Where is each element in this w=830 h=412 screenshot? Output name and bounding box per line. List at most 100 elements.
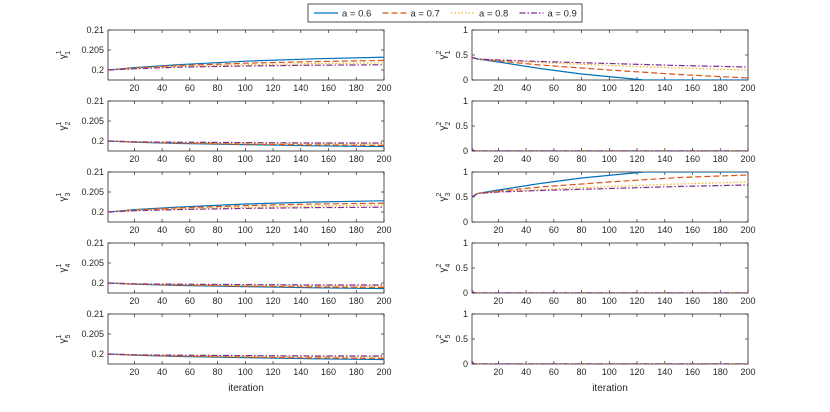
- subplot-g2_3: 20 40 60 80 100 120 140 160 180 200 0 0.5 1 γ2 3: [436, 167, 756, 235]
- series-line-g2_3-4: [472, 184, 748, 198]
- y-tick-label: 0: [463, 359, 468, 369]
- y-label-base: γ: [438, 196, 449, 201]
- series-line-g1_1-3: [108, 62, 384, 71]
- subplot-g2_2: 20 40 60 80 100 120 140 160 180 200 0 0.5 1 γ2 2: [436, 96, 756, 164]
- x-tick-label: 160: [685, 225, 700, 235]
- y-label-base: γ: [438, 267, 449, 272]
- x-tick-label: 20: [129, 296, 139, 306]
- x-tick-label: 140: [293, 154, 308, 164]
- y-tick-label: 0.205: [81, 258, 104, 268]
- series-line-g2_1-3: [472, 56, 748, 71]
- axes-box-g2_1: [471, 29, 749, 81]
- y-tick-label: 1: [463, 167, 468, 177]
- x-tick-label: 120: [630, 225, 645, 235]
- y-tick-label: 0.21: [86, 25, 104, 35]
- y-tick-label: 0.205: [81, 329, 104, 339]
- x-tick-label: 60: [549, 83, 559, 93]
- x-tick-label: 40: [521, 83, 531, 93]
- x-axis-label-left: iteration: [228, 383, 264, 394]
- x-tick-label: 140: [293, 367, 308, 377]
- x-tick-label: 20: [493, 367, 503, 377]
- y-label-sub: 3: [445, 193, 452, 197]
- series-line-g1_2-3: [108, 140, 384, 145]
- x-tick-label: 40: [157, 154, 167, 164]
- y-tick-label: 0.5: [455, 121, 468, 131]
- x-tick-label: 140: [293, 225, 308, 235]
- x-tick-label: 160: [685, 83, 700, 93]
- x-tick-label: 160: [685, 154, 700, 164]
- x-tick-label: 180: [713, 296, 728, 306]
- x-tick-label: 20: [129, 83, 139, 93]
- legend-label-3: a = 0.8: [479, 9, 508, 20]
- x-tick-label: 180: [713, 367, 728, 377]
- axes-box-g1_3: [107, 171, 385, 223]
- x-tick-label: 60: [185, 367, 195, 377]
- x-tick-label: 180: [349, 83, 364, 93]
- y-label-sup: 2: [436, 50, 443, 54]
- y-tick-label: 0.5: [455, 192, 468, 202]
- y-tick-label: 0.2: [91, 136, 104, 146]
- x-tick-label: 100: [238, 154, 253, 164]
- y-label-sup: 2: [436, 263, 443, 267]
- x-tick-label: 160: [685, 296, 700, 306]
- axes-box-g1_1: [107, 29, 385, 81]
- y-label-base: γ: [58, 54, 69, 59]
- y-axis-label-g2_1: γ2 1: [436, 50, 452, 59]
- y-label-base: γ: [58, 338, 69, 343]
- y-axis-label-g2_2: γ2 2: [436, 121, 452, 130]
- x-tick-label: 60: [185, 225, 195, 235]
- series-line-g2_3-2: [472, 174, 748, 198]
- y-tick-label: 0: [463, 146, 468, 156]
- x-tick-label: 60: [185, 83, 195, 93]
- x-tick-label: 40: [157, 367, 167, 377]
- x-tick-label: 140: [293, 83, 308, 93]
- x-tick-label: 20: [129, 154, 139, 164]
- x-tick-label: 100: [602, 83, 617, 93]
- x-tick-label: 80: [577, 367, 587, 377]
- y-label-base: γ: [438, 338, 449, 343]
- x-tick-label: 100: [238, 296, 253, 306]
- y-axis-label-g1_4: γ1 4: [56, 263, 72, 272]
- subplot-grid: 20 40 60 80 100 120 140 160 180 2000.20.2050.21γ1…: [56, 25, 756, 377]
- y-axis-label-g2_5: γ2 5: [436, 334, 452, 343]
- x-axis-label-right: iteration: [592, 383, 628, 394]
- series-line-g1_3-3: [108, 204, 384, 213]
- subplot-g1_5: 20 40 60 80 100 120 140 160 180 200 0.2 0.205 0.21 γ1…: [56, 309, 392, 377]
- y-label-sup: 1: [56, 334, 63, 338]
- y-label-sub: 2: [65, 122, 72, 126]
- x-tick-label: 40: [157, 83, 167, 93]
- x-tick-label: 160: [321, 225, 336, 235]
- series-line-g2_2-4: [472, 148, 748, 151]
- x-tick-label: 160: [321, 296, 336, 306]
- x-tick-label: 40: [157, 225, 167, 235]
- series-line-g2_5-4: [472, 361, 748, 364]
- subplot-g1_3: 20 40 60 80 100 120 140 160 180 200 0.2 0.205 0.21 γ1…: [56, 167, 392, 235]
- y-tick-label: 0.5: [455, 334, 468, 344]
- x-tick-label: 60: [549, 296, 559, 306]
- axes-box-g2_3: [471, 171, 749, 223]
- y-label-sub: 4: [65, 264, 72, 268]
- y-label-base: γ: [58, 267, 69, 272]
- y-label-base: γ: [58, 125, 69, 130]
- x-tick-label: 120: [266, 296, 281, 306]
- y-label-sub: 3: [65, 193, 72, 197]
- legend-label-4: a = 0.9: [548, 9, 577, 20]
- x-tick-label: 140: [657, 83, 672, 93]
- x-tick-label: 160: [321, 83, 336, 93]
- y-axis-label-g1_3: γ1 3: [56, 192, 72, 201]
- x-tick-label: 20: [493, 83, 503, 93]
- series-line-g1_4-3: [108, 282, 384, 287]
- x-tick-label: 80: [213, 367, 223, 377]
- y-axis-label-g1_5: γ1 5: [56, 334, 72, 343]
- x-tick-label: 200: [376, 83, 391, 93]
- x-tick-label: 200: [740, 83, 755, 93]
- legend-label-2: a = 0.7: [411, 9, 440, 20]
- x-tick-label: 40: [521, 296, 531, 306]
- x-tick-label: 100: [238, 367, 253, 377]
- x-tick-label: 140: [657, 154, 672, 164]
- x-tick-label: 100: [602, 225, 617, 235]
- y-tick-label: 0.205: [81, 187, 104, 197]
- axes-box-g2_5: [471, 313, 749, 365]
- x-tick-label: 160: [321, 154, 336, 164]
